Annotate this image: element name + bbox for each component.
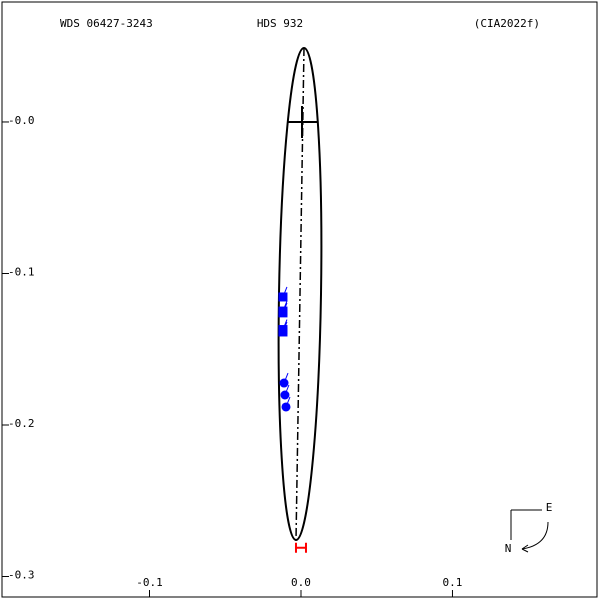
compass-north: N (505, 542, 512, 555)
observation-circle (281, 402, 291, 412)
compass-arrow (521, 544, 529, 553)
x-tick-label: -0.1 (136, 576, 163, 589)
observation-square (278, 292, 288, 302)
y-tick-label: -0.1 (8, 265, 35, 278)
observation-errorbar (294, 542, 307, 553)
y-tick-label: -0.2 (8, 417, 35, 430)
observation-square (278, 327, 288, 337)
observation-circle (280, 390, 290, 400)
x-tick-label: 0.1 (443, 576, 463, 589)
x-tick-label: 0.0 (291, 576, 311, 589)
y-tick-label: -0.0 (8, 114, 35, 127)
observation-square (278, 308, 288, 318)
compass-arrow (521, 521, 549, 550)
chart-title: HDS 932 (257, 17, 303, 30)
compass-east: E (546, 501, 553, 514)
observation-circle (279, 378, 289, 388)
y-tick-label: -0.3 (8, 569, 35, 582)
right-title: (CIA2022f) (474, 17, 540, 30)
left-title: WDS 06427-3243 (60, 17, 153, 30)
